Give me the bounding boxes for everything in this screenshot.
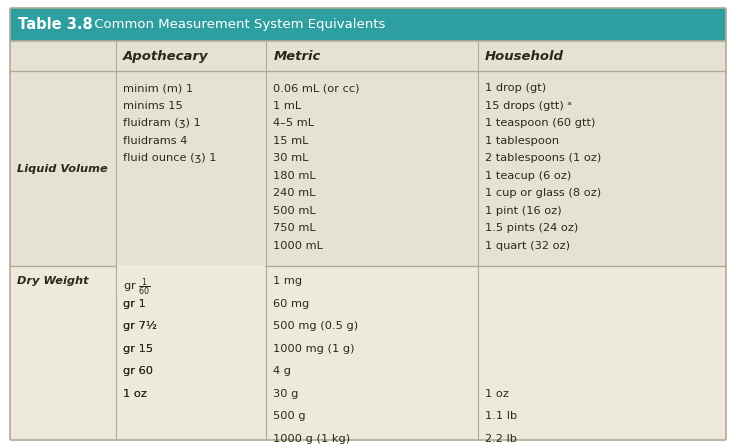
Text: 1000 g (1 kg): 1000 g (1 kg) [273,434,350,444]
Bar [10,71,726,266]
Text: Liquid Volume: Liquid Volume [17,164,107,173]
Text: 1 tablespoon: 1 tablespoon [484,135,559,146]
Text: gr 1: gr 1 [123,298,146,309]
Text: gr 60: gr 60 [123,366,153,376]
Bar [117,265,265,295]
Text: 1 oz: 1 oz [123,388,147,399]
Bar [10,8,726,41]
Text: 1 cup or glass (8 oz): 1 cup or glass (8 oz) [484,188,601,198]
Text: gr 15: gr 15 [123,344,153,353]
Text: 30 g: 30 g [273,388,299,399]
Text: 1 oz: 1 oz [123,388,147,399]
Text: 1 teaspoon (60 gtt): 1 teaspoon (60 gtt) [484,118,595,128]
Bar [10,266,726,440]
Text: 750 mL: 750 mL [273,223,316,233]
Text: 60 mg: 60 mg [273,298,310,309]
Text: 500 mL: 500 mL [273,206,316,215]
Text: gr 1: gr 1 [123,298,146,309]
Text: gr 60: gr 60 [123,366,153,376]
Text: fluidrams 4: fluidrams 4 [123,135,188,146]
Text: 2 tablespoons (1 oz): 2 tablespoons (1 oz) [484,153,601,163]
Text: 1 mg: 1 mg [273,276,302,286]
Text: 4–5 mL: 4–5 mL [273,118,314,128]
Text: 1 drop (gt): 1 drop (gt) [484,83,545,93]
Text: minims 15: minims 15 [123,100,183,111]
Text: 240 mL: 240 mL [273,188,316,198]
Text: fluid ounce (ʒ) 1: fluid ounce (ʒ) 1 [123,153,216,163]
Text: Dry Weight: Dry Weight [17,276,88,286]
Text: 15 drops (gtt) ᵃ: 15 drops (gtt) ᵃ [484,100,571,111]
Text: Apothecary: Apothecary [123,49,208,63]
Text: gr 1/60: gr 1/60 [123,276,164,286]
Text: 1 quart (32 oz): 1 quart (32 oz) [484,241,570,250]
Text: 1.5 pints (24 oz): 1.5 pints (24 oz) [484,223,578,233]
Text: minim (m) 1: minim (m) 1 [123,83,193,93]
Text: 1 pint (16 oz): 1 pint (16 oz) [484,206,561,215]
Text: 30 mL: 30 mL [273,153,308,163]
Bar [10,41,726,71]
Text: 1000 mg (1 g): 1000 mg (1 g) [273,344,355,353]
Text: gr 7½: gr 7½ [123,321,157,331]
Text: 4 g: 4 g [273,366,291,376]
Text: 1 teacup (6 oz): 1 teacup (6 oz) [484,171,571,181]
Text: Metric: Metric [273,49,321,63]
Text: 500 g: 500 g [273,411,306,421]
Text: 500 mg (0.5 g): 500 mg (0.5 g) [273,321,358,331]
Text: 0.06 mL (or cc): 0.06 mL (or cc) [273,83,360,93]
Text: 1 mL: 1 mL [273,100,302,111]
Text: Table 3.8: Table 3.8 [18,17,93,32]
Text: Household: Household [484,49,564,63]
Text: fluidram (ʒ) 1: fluidram (ʒ) 1 [123,118,201,128]
Text: 1.1 lb: 1.1 lb [484,411,517,421]
Text: gr 15: gr 15 [123,344,153,353]
Text: Common Measurement System Equivalents: Common Measurement System Equivalents [90,18,386,31]
Text: 1 oz: 1 oz [484,388,509,399]
Text: 2.2 lb: 2.2 lb [484,434,517,444]
Text: 15 mL: 15 mL [273,135,308,146]
Text: 1000 mL: 1000 mL [273,241,323,250]
Text: gr $\mathregular{\frac{1}{60}}$: gr $\mathregular{\frac{1}{60}}$ [123,276,151,297]
Text: 180 mL: 180 mL [273,171,316,181]
Text: gr 7½: gr 7½ [123,321,157,331]
